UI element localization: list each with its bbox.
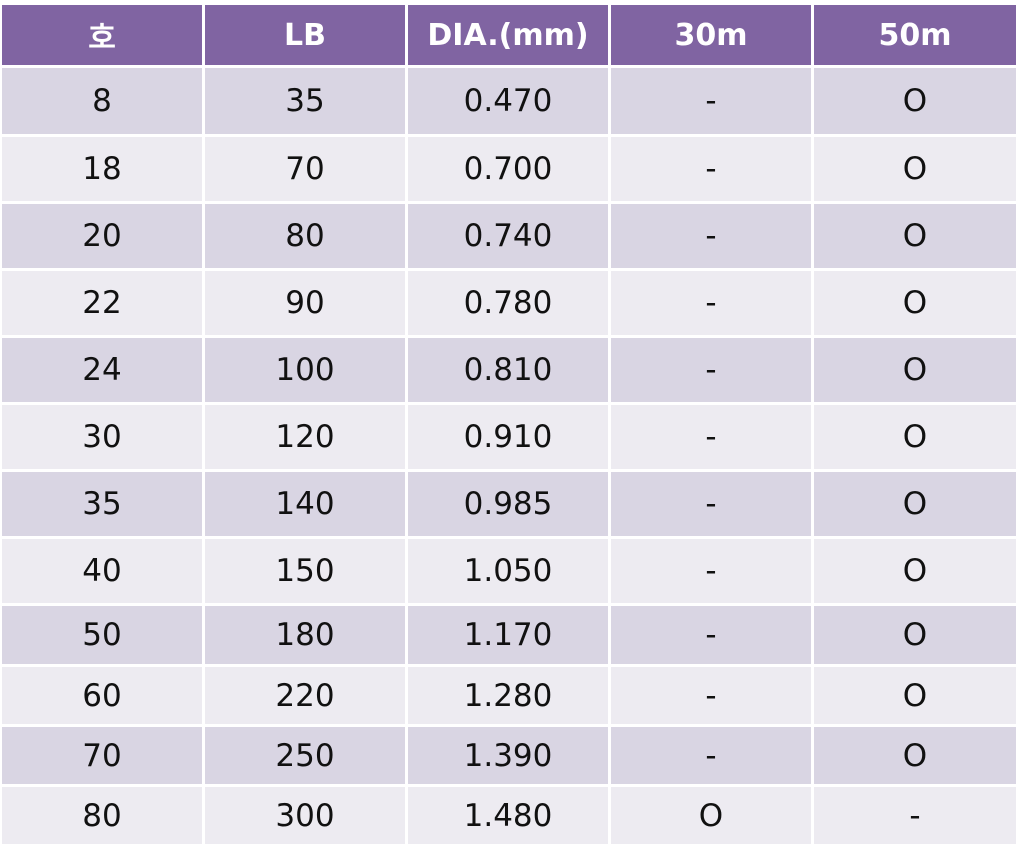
table-cell: O (814, 727, 1016, 784)
table-cell: 40 (2, 539, 202, 603)
table-cell: 1.170 (408, 606, 608, 664)
table-cell: 150 (205, 539, 405, 603)
header-cell: 30m (611, 5, 811, 65)
table-cell: 0.740 (408, 204, 608, 268)
table-cell: 50 (2, 606, 202, 664)
table-cell: - (611, 667, 811, 724)
table-cell: - (611, 68, 811, 134)
table-cell: - (611, 606, 811, 664)
table-cell: - (611, 204, 811, 268)
table-cell: 1.390 (408, 727, 608, 784)
table-cell: O (611, 787, 811, 844)
header-cell: LB (205, 5, 405, 65)
table-cell: 1.050 (408, 539, 608, 603)
header-cell: 50m (814, 5, 1016, 65)
table-cell: O (814, 338, 1016, 402)
table-cell: 300 (205, 787, 405, 844)
table-cell: 60 (2, 667, 202, 724)
table-cell: O (814, 405, 1016, 469)
table-cell: - (611, 539, 811, 603)
table-cell: 22 (2, 271, 202, 335)
table-cell: 100 (205, 338, 405, 402)
table-cell: 1.280 (408, 667, 608, 724)
table-cell: 80 (205, 204, 405, 268)
table-cell: 0.700 (408, 137, 608, 201)
table-cell: O (814, 137, 1016, 201)
table-cell: 1.480 (408, 787, 608, 844)
table-cell: 35 (205, 68, 405, 134)
table-cell: 8 (2, 68, 202, 134)
table-cell: - (611, 137, 811, 201)
header-cell: 호 (2, 5, 202, 65)
table-cell: 140 (205, 472, 405, 536)
table-cell: 180 (205, 606, 405, 664)
table-cell: 30 (2, 405, 202, 469)
table-cell: 0.780 (408, 271, 608, 335)
table-cell: - (814, 787, 1016, 844)
table-cell: 0.985 (408, 472, 608, 536)
header-cell: DIA.(mm) (408, 5, 608, 65)
table-cell: 220 (205, 667, 405, 724)
table-cell: - (611, 405, 811, 469)
table-cell: - (611, 472, 811, 536)
table-cell: 35 (2, 472, 202, 536)
table-cell: 120 (205, 405, 405, 469)
table-cell: 20 (2, 204, 202, 268)
table-cell: O (814, 68, 1016, 134)
table-cell: 70 (2, 727, 202, 784)
table-cell: 80 (2, 787, 202, 844)
table-cell: O (814, 204, 1016, 268)
table-cell: 70 (205, 137, 405, 201)
table-cell: O (814, 606, 1016, 664)
table-cell: 24 (2, 338, 202, 402)
table-cell: O (814, 472, 1016, 536)
table-cell: 250 (205, 727, 405, 784)
table-cell: - (611, 338, 811, 402)
table-cell: - (611, 727, 811, 784)
table-cell: 90 (205, 271, 405, 335)
table-cell: O (814, 539, 1016, 603)
table-cell: O (814, 271, 1016, 335)
table-cell: O (814, 667, 1016, 724)
table-cell: 0.910 (408, 405, 608, 469)
table-cell: 18 (2, 137, 202, 201)
table-cell: 0.810 (408, 338, 608, 402)
table-cell: 0.470 (408, 68, 608, 134)
table-cell: - (611, 271, 811, 335)
